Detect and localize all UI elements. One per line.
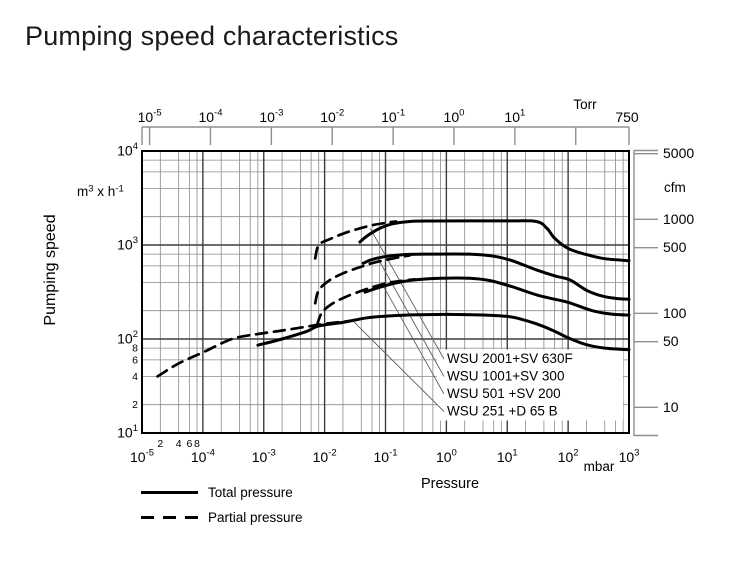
mbar-tick-label: 101 <box>497 448 518 465</box>
cfm-unit-label: cfm <box>664 180 686 195</box>
curve-label: WSU 1001+SV 300 <box>447 369 564 384</box>
curve-total-wsu-1001-sv-300 <box>361 252 631 301</box>
cfm-tick-label: 10 <box>663 399 679 415</box>
speed-tick-label: 102 <box>117 329 138 346</box>
callout-line <box>381 283 445 395</box>
cfm-tick-label: 1000 <box>663 211 694 227</box>
curve-callouts <box>351 228 445 412</box>
callout-line <box>376 256 445 377</box>
mbar-minor-tick-label: 8 <box>194 438 200 450</box>
legend-item-total: Total pressure <box>141 480 303 505</box>
speed-minor-tick-label: 6 <box>132 354 138 366</box>
legend-item-partial: Partial pressure <box>141 505 303 530</box>
cfm-tick-label: 5000 <box>663 145 694 161</box>
legend-partial-label: Partial pressure <box>208 510 303 525</box>
speed-axis-labels: 101 102 103 104 86 4 2 m3 x h-1 Pumping speed <box>42 141 138 440</box>
torr-tick-label: 101 <box>504 108 525 125</box>
mbar-tick-label: 100 <box>436 448 457 465</box>
curve-partial-wsu-2001-sv-630f <box>313 220 398 260</box>
legend-total-label: Total pressure <box>208 485 293 500</box>
speed-tick-label: 104 <box>117 141 138 158</box>
speed-unit-label: m3 x h-1 <box>77 184 124 200</box>
cfm-tick-label: 50 <box>663 333 679 349</box>
curve-labels: WSU 2001+SV 630F WSU 1001+SV 300 WSU 501 +… <box>447 351 573 419</box>
curves <box>156 219 631 378</box>
mbar-tick-label: 10-5 <box>130 448 154 465</box>
torr-tick-label: 10-2 <box>320 108 344 125</box>
mbar-tick-label: 10-4 <box>191 448 215 465</box>
torr-tick-label: 10-4 <box>198 108 222 125</box>
mbar-tick-label: 10-1 <box>373 448 397 465</box>
pumping-speed-axis-title: Pumping speed <box>42 214 59 325</box>
curve-label-box <box>437 349 623 421</box>
torr-tick-label: 10-5 <box>138 108 162 125</box>
speed-minor-tick-label: 4 <box>132 371 138 383</box>
curve-partial-wsu-251-d-65-b <box>156 319 351 378</box>
speed-minor-tick-label: 2 <box>132 399 138 411</box>
curve-total-wsu-501-sv-200 <box>363 276 631 317</box>
legend-solid-line-icon <box>141 491 198 494</box>
mbar-tick-label: 10-2 <box>313 448 337 465</box>
curve-label: WSU 251 +D 65 B <box>447 404 558 419</box>
mbar-axis-labels: 10-5 10-4 10-3 10-2 10-1 100 101 102 103 2 4 6 8 mbar… <box>130 438 639 492</box>
torr-unit-label: Torr <box>573 97 597 112</box>
curve-total-wsu-251-d-65-b <box>256 312 631 352</box>
torr-tick-label: 100 <box>444 108 465 125</box>
mbar-tick-label: 102 <box>558 448 579 465</box>
cfm-tick-label: 100 <box>663 305 687 321</box>
callout-line <box>369 228 445 360</box>
torr-tick-label: 10-3 <box>259 108 283 125</box>
plot-frame <box>141 150 630 434</box>
mbar-tick-label: 103 <box>619 448 640 465</box>
speed-tick-label: 101 <box>117 423 138 440</box>
curve-total-wsu-2001-sv-630f <box>358 219 631 263</box>
speed-tick-label: 103 <box>117 235 138 252</box>
page-title: Pumping speed characteristics <box>25 21 399 51</box>
legend-dashed-line-icon <box>141 516 198 519</box>
callout-line <box>351 319 445 412</box>
curve-label: WSU 2001+SV 630F <box>447 351 573 366</box>
torr-tick-label: 10-1 <box>381 108 405 125</box>
mbar-minor-tick-label: 4 <box>176 438 182 450</box>
cfm-tick-label: 500 <box>663 239 687 255</box>
curve-label: WSU 501 +SV 200 <box>447 386 561 401</box>
curve-partial-wsu-1001-sv-300 <box>313 254 412 305</box>
pressure-axis-title: Pressure <box>421 476 479 492</box>
cfm-axis: 5000 1000 500 100 50 10 cfm <box>633 145 694 437</box>
legend: Total pressure Partial pressure <box>141 480 303 530</box>
torr-axis: 10-5 10-4 10-3 10-2 10-1 100 101 Torr 750 <box>138 97 639 145</box>
mbar-minor-tick-label: 2 <box>157 438 163 450</box>
mbar-tick-label: 10-3 <box>252 448 276 465</box>
mbar-unit-label: mbar <box>584 459 615 474</box>
torr-750-label: 750 <box>615 109 639 125</box>
mbar-minor-tick-label: 6 <box>186 438 192 450</box>
speed-minor-tick-label: 8 <box>132 343 138 355</box>
